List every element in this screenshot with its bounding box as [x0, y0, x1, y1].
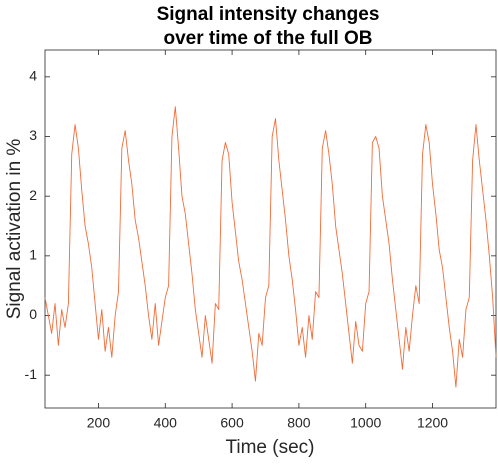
- x-tick-label: 800: [287, 415, 311, 431]
- y-tick-label: -1: [25, 366, 38, 382]
- y-tick-label: 4: [29, 68, 37, 84]
- x-tick-label: 400: [154, 415, 178, 431]
- x-tick-label: 600: [220, 415, 244, 431]
- x-tick-label: 1200: [417, 415, 448, 431]
- chart-title: over time of the full OB: [163, 28, 372, 49]
- y-tick-label: 2: [29, 187, 37, 203]
- y-tick-label: 1: [29, 247, 37, 263]
- plot-area: [44, 49, 497, 409]
- x-tick-label: 200: [87, 415, 111, 431]
- y-axis-label: Signal activation in %: [4, 139, 25, 320]
- x-axis-label: Time (sec): [225, 437, 314, 458]
- y-tick-label: 3: [29, 127, 37, 143]
- signal-line: [44, 106, 497, 388]
- y-tick-label: 0: [29, 306, 37, 322]
- chart-title: Signal intensity changes: [157, 4, 380, 25]
- x-tick-label: 1000: [350, 415, 381, 431]
